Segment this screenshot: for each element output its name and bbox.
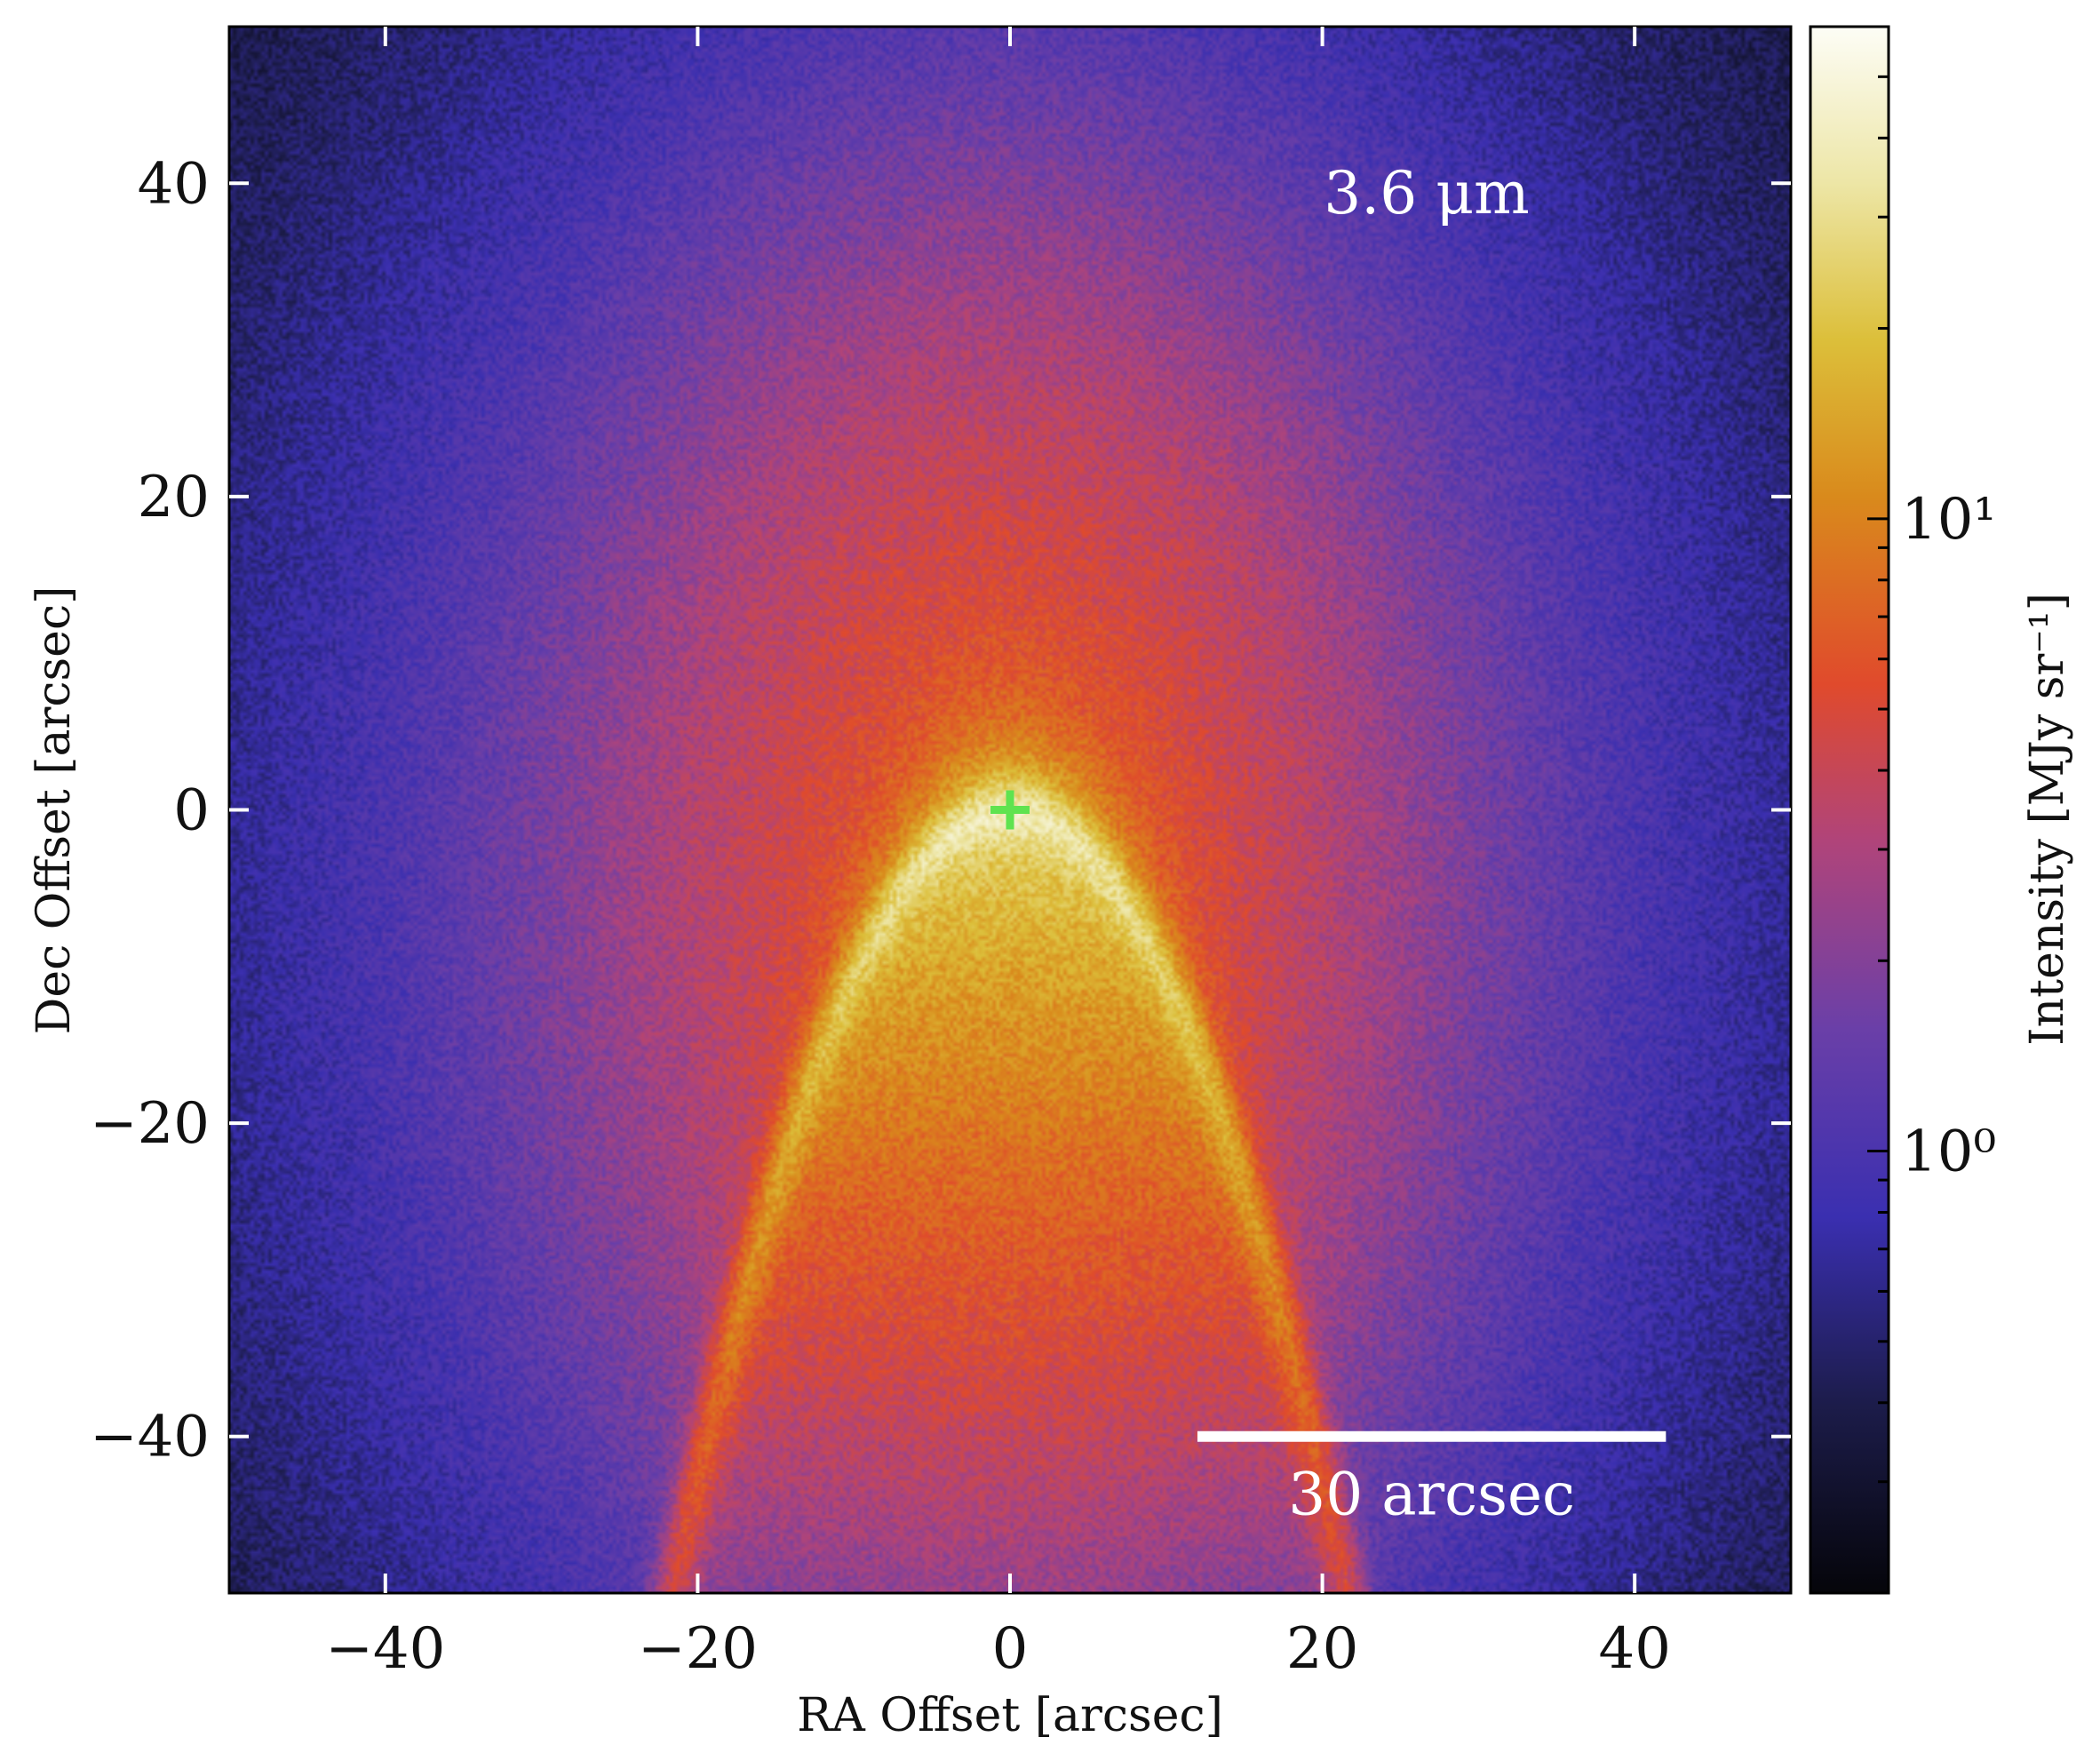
source-marker — [990, 790, 1030, 830]
colorbar-title: Intensity [MJy sr⁻¹] — [2021, 593, 2074, 1046]
colorbar-tick-label: 10¹ — [1901, 487, 1996, 553]
colorbar-gradient — [1809, 25, 1890, 1595]
axis-ticks — [229, 27, 1791, 1593]
y-tick-label: −20 — [90, 1091, 210, 1157]
y-tick-label: 20 — [138, 465, 210, 530]
y-tick-label: 0 — [173, 778, 210, 844]
x-tick-label: −20 — [638, 1616, 758, 1682]
colorbar-tick-label: 10⁰ — [1901, 1120, 1996, 1185]
colorbar-tick-labels: 10⁰ 10¹ — [1901, 487, 1996, 1185]
y-tick-label: 40 — [138, 151, 210, 217]
y-axis-title: Dec Offset [arcsec] — [28, 586, 81, 1035]
y-tick-labels: −40 −20 0 20 40 — [90, 151, 210, 1470]
band-label: 3.6 μm — [1324, 159, 1529, 227]
x-tick-label: −40 — [325, 1616, 445, 1682]
colorbar: 10⁰ 10¹ Intensity [MJy sr⁻¹] — [1809, 25, 2074, 1595]
x-tick-label: 20 — [1286, 1616, 1358, 1682]
x-tick-labels: −40 −20 0 20 40 — [325, 1616, 1671, 1682]
x-axis-title: RA Offset [arcsec] — [797, 1689, 1223, 1742]
scale-bar-label: 30 arcsec — [1288, 1461, 1575, 1529]
y-tick-label: −40 — [90, 1405, 210, 1470]
x-tick-label: 40 — [1598, 1616, 1670, 1682]
colorbar-ticks — [1867, 75, 1889, 1484]
x-tick-label: 0 — [992, 1616, 1029, 1682]
